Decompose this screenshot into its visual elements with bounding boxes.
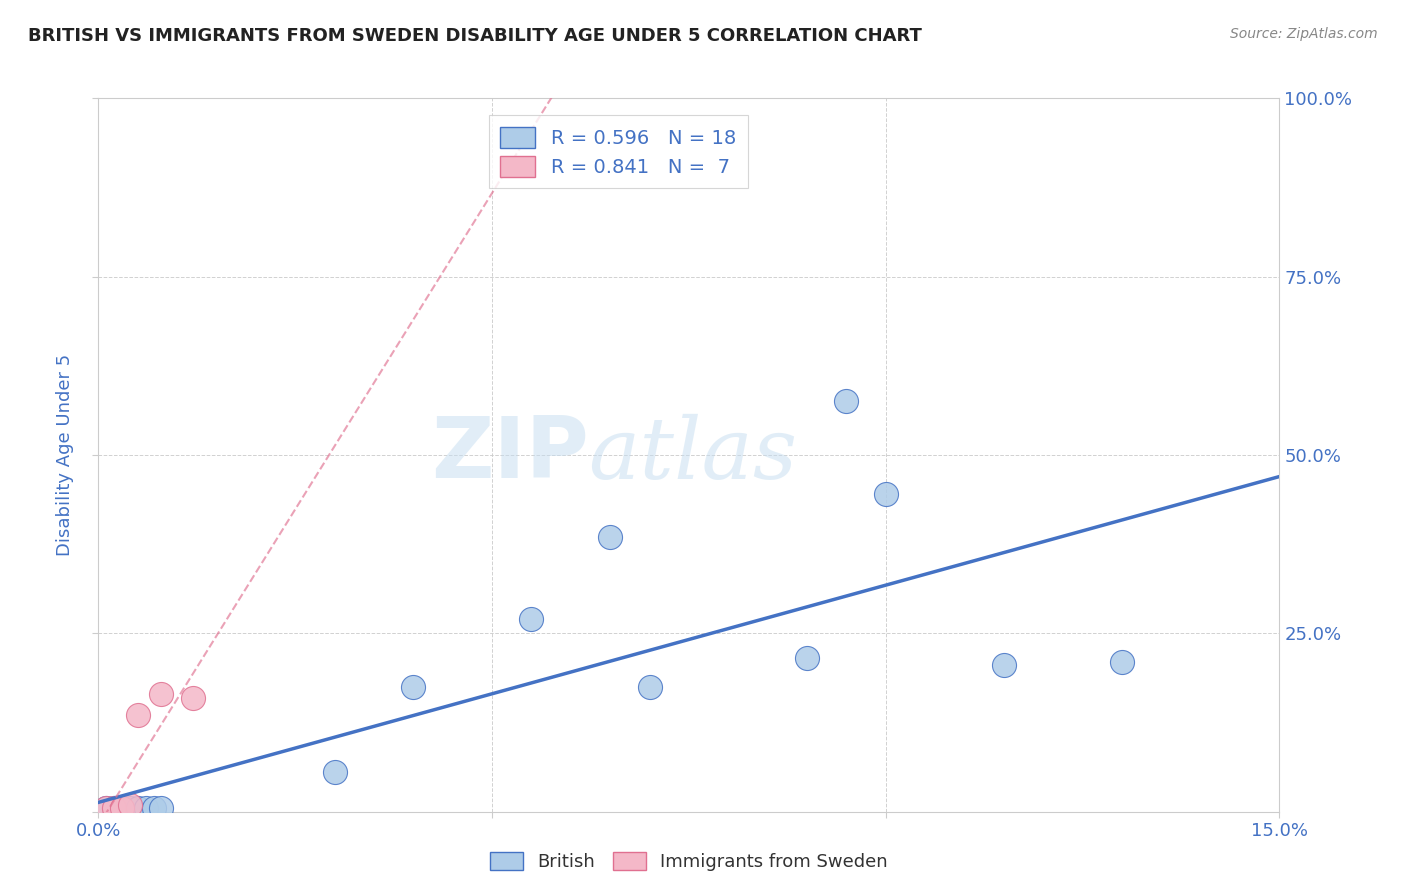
Point — [993, 658, 1015, 673]
Point — [796, 651, 818, 665]
Point — [111, 801, 134, 815]
Point — [127, 708, 149, 723]
Point — [181, 690, 204, 705]
Point — [520, 612, 543, 626]
Point — [638, 680, 661, 694]
Legend: R = 0.596   N = 18, R = 0.841   N =  7: R = 0.596 N = 18, R = 0.841 N = 7 — [488, 115, 748, 188]
Point — [118, 797, 141, 812]
Legend: British, Immigrants from Sweden: British, Immigrants from Sweden — [484, 845, 894, 879]
Point — [599, 530, 621, 544]
Text: Source: ZipAtlas.com: Source: ZipAtlas.com — [1230, 27, 1378, 41]
Point — [103, 801, 125, 815]
Point — [150, 801, 173, 815]
Point — [150, 687, 173, 701]
Point — [118, 801, 141, 815]
Point — [402, 680, 425, 694]
Point — [835, 394, 858, 409]
Point — [96, 801, 118, 815]
Point — [142, 801, 165, 815]
Text: atlas: atlas — [589, 414, 797, 496]
Point — [135, 801, 157, 815]
Text: BRITISH VS IMMIGRANTS FROM SWEDEN DISABILITY AGE UNDER 5 CORRELATION CHART: BRITISH VS IMMIGRANTS FROM SWEDEN DISABI… — [28, 27, 922, 45]
Point — [96, 801, 118, 815]
Y-axis label: Disability Age Under 5: Disability Age Under 5 — [56, 354, 75, 556]
Text: ZIP: ZIP — [430, 413, 589, 497]
Point — [875, 487, 897, 501]
Point — [127, 801, 149, 815]
Point — [323, 765, 346, 780]
Point — [111, 801, 134, 815]
Point — [103, 801, 125, 815]
Point — [1111, 655, 1133, 669]
